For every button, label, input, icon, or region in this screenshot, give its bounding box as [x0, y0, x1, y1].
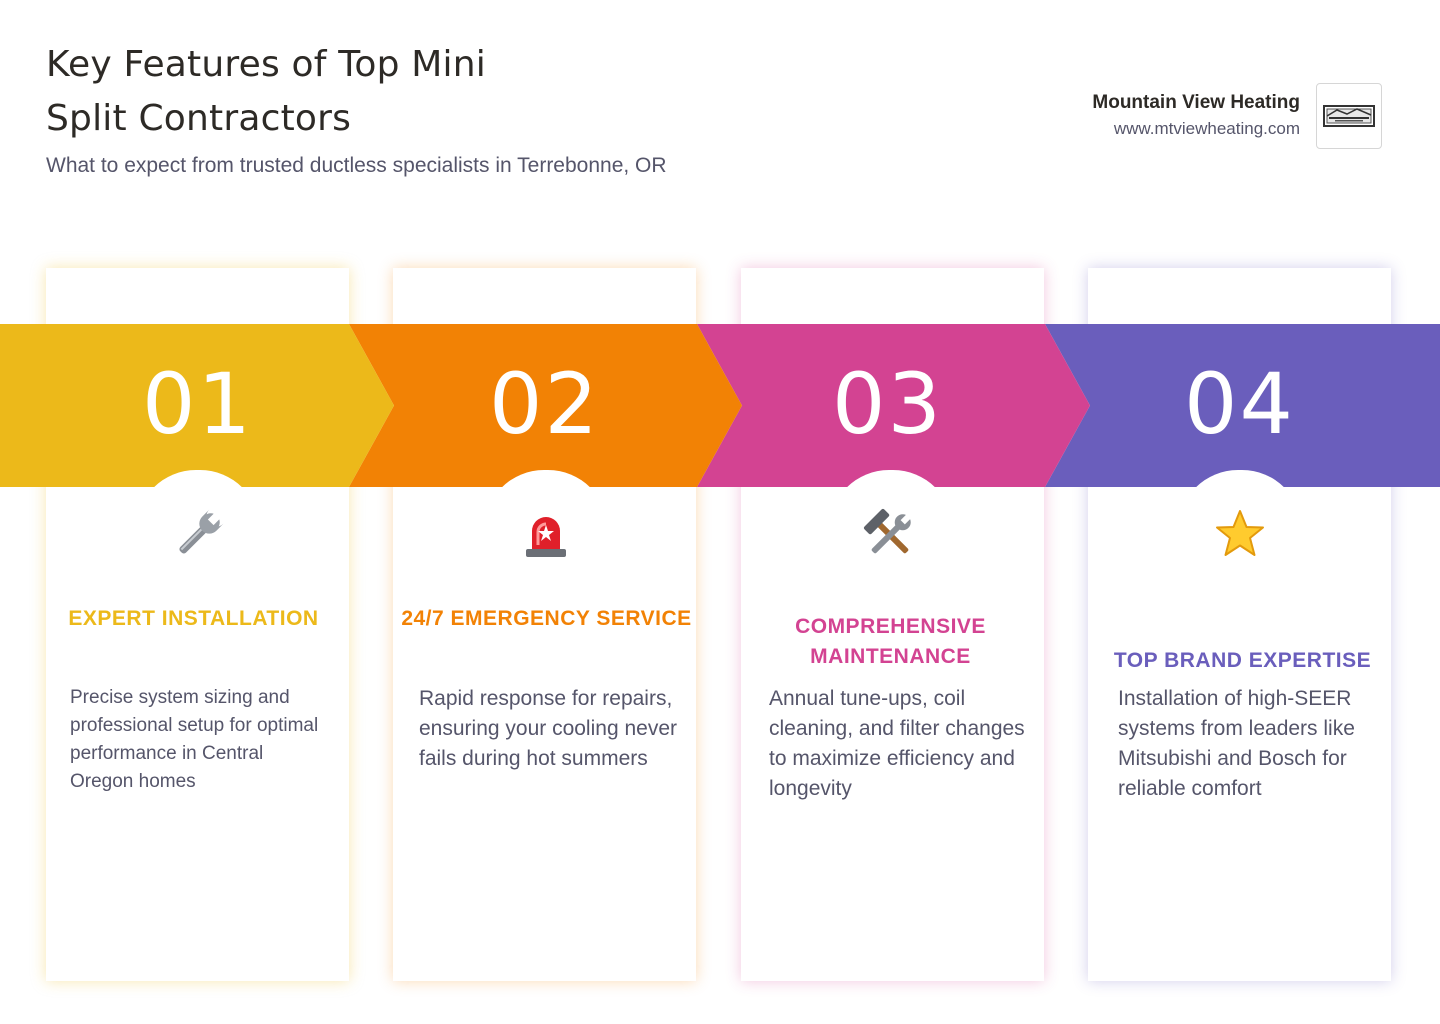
brand-block: Mountain View Heating www.mtviewheating.…: [1092, 90, 1300, 142]
step-number-3: 03: [832, 355, 943, 453]
feature-description-2: Rapid response for repairs, ensuring you…: [419, 687, 677, 770]
step-arrow-3: [697, 324, 1090, 487]
brand-url[interactable]: www.mtviewheating.com: [1113, 119, 1300, 138]
step-number-2: 02: [489, 355, 600, 453]
logo-graphic: [1323, 105, 1375, 127]
step-arrow-band: [0, 324, 1440, 487]
feature-description-3: Annual tune-ups, coil cleaning, and filt…: [769, 687, 1025, 800]
feature-description-4: Installation of high-SEER systems from l…: [1118, 687, 1355, 800]
page-title: Key Features of Top Mini Split Contracto…: [46, 44, 486, 139]
feature-title-4: TOP BRAND EXPERTISE: [1113, 649, 1372, 672]
company-logo: [1316, 83, 1382, 149]
page-subtitle: What to expect from trusted ductless spe…: [46, 154, 667, 177]
feature-title-1: EXPERT INSTALLATION: [68, 607, 319, 630]
step-arrow-1: [0, 324, 394, 487]
feature-title-3: COMPREHENSIVE MAINTENANCE: [795, 615, 986, 668]
star-icon: [1216, 510, 1264, 556]
feature-description-1: Precise system sizing and professional s…: [70, 687, 319, 792]
step-arrow-4: [1045, 324, 1440, 487]
siren-icon: [526, 517, 566, 557]
brand-name: Mountain View Heating: [1092, 92, 1300, 113]
feature-title-2: 24/7 EMERGENCY SERVICE: [401, 607, 692, 630]
step-arrow-2: [349, 324, 742, 487]
wrench-icon: [179, 509, 224, 554]
step-number-1: 01: [142, 355, 253, 453]
step-number-4: 04: [1184, 355, 1295, 453]
hammer-and-wrench-icon: [863, 508, 912, 554]
